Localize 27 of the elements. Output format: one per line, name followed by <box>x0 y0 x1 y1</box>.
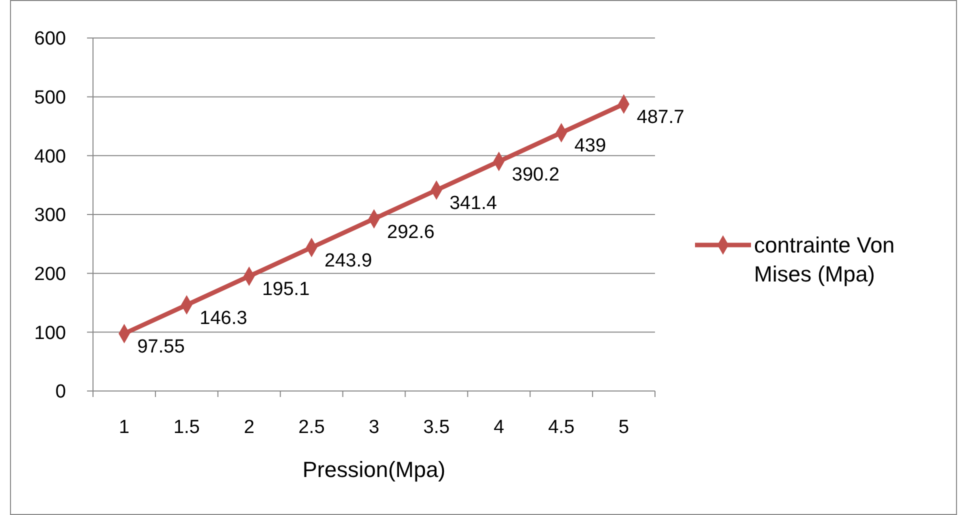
y-tick-label: 300 <box>34 205 66 226</box>
y-tick-label: 0 <box>55 382 66 403</box>
x-tick-label: 3.5 <box>423 417 450 438</box>
data-label: 341.4 <box>449 193 498 214</box>
y-tick-label: 600 <box>34 28 66 50</box>
x-tick-label: 4 <box>494 417 505 438</box>
data-label: 146.3 <box>200 308 248 329</box>
x-tick-label: 2.5 <box>298 417 325 438</box>
x-tick-label: 1.5 <box>173 417 200 438</box>
x-tick-label: 3 <box>368 417 380 438</box>
data-label: 243.9 <box>324 250 372 272</box>
y-tick-label: 500 <box>34 87 66 108</box>
data-label: 97.55 <box>137 336 185 358</box>
x-tick-label: 1 <box>118 417 130 438</box>
x-tick-label: 2 <box>244 417 254 438</box>
data-label: 390.2 <box>512 164 560 186</box>
data-label: 195.1 <box>262 279 310 300</box>
y-tick-label: 100 <box>34 322 66 344</box>
data-label: 439 <box>574 136 606 157</box>
legend-label: contrainte Von Mises (Mpa) <box>754 232 895 286</box>
x-tick-label: 5 <box>618 417 630 438</box>
data-label: 292.6 <box>387 222 435 243</box>
y-tick-label: 200 <box>34 264 66 285</box>
x-tick-label: 4.5 <box>548 417 575 438</box>
data-label: 487.7 <box>636 107 684 128</box>
y-tick-label: 400 <box>34 146 66 168</box>
x-axis-title: Pression(Mpa) <box>302 457 446 482</box>
